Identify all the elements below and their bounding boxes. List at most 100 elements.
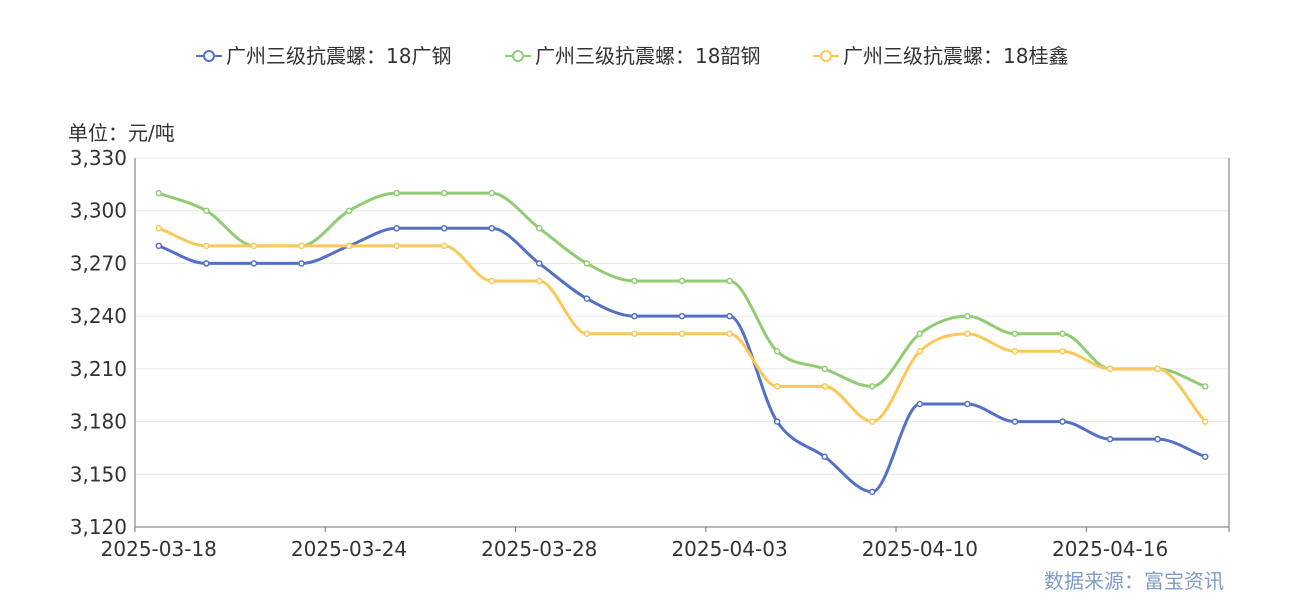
unit-label: 单位：元/吨	[68, 121, 175, 145]
data-point	[869, 418, 876, 425]
y-tick-label: 3,240	[70, 304, 127, 328]
data-point	[155, 242, 163, 250]
data-point	[298, 260, 305, 267]
x-tick-label: 2025-04-03	[671, 537, 787, 561]
data-point	[1011, 348, 1019, 355]
data-point	[678, 277, 686, 285]
data-point	[440, 189, 448, 197]
data-point	[821, 453, 828, 460]
series-line	[158, 191, 1206, 388]
data-point	[440, 242, 448, 250]
axes: 3,120 3,150 3,180 3,210 3,240 3,270 3,300 3,330…	[70, 146, 1230, 561]
y-tick-label: 3,210	[70, 357, 127, 381]
series-1	[155, 225, 1209, 496]
legend-item[interactable]: 广州三级抗震螺：18桂鑫	[813, 44, 1068, 68]
data-point	[203, 260, 210, 267]
x-tick-label: 2025-03-24	[291, 537, 407, 561]
data-point	[821, 365, 828, 373]
y-tick-label: 3,330	[70, 146, 127, 170]
data-point	[440, 225, 448, 232]
data-point	[488, 225, 495, 232]
y-tick-label: 3,150	[70, 462, 127, 486]
data-point	[773, 348, 781, 355]
x-tick-label: 2025-04-16	[1052, 537, 1168, 561]
data-point	[155, 189, 163, 197]
source-label: 数据来源：富宝资讯	[1044, 569, 1224, 593]
data-point	[536, 225, 543, 232]
data-point	[821, 383, 828, 390]
data-point	[916, 348, 924, 355]
y-tick-label: 3,300	[70, 199, 127, 223]
data-point	[250, 260, 258, 267]
series-line	[158, 226, 1207, 424]
series-layer	[155, 189, 1209, 496]
data-point	[583, 295, 591, 302]
data-point	[1011, 418, 1019, 425]
data-point	[1201, 418, 1209, 425]
data-point	[773, 418, 781, 425]
data-point	[869, 383, 876, 390]
data-point	[631, 277, 638, 285]
data-point	[631, 312, 638, 320]
series-2	[155, 189, 1209, 390]
data-point	[488, 277, 495, 285]
legend[interactable]: 广州三级抗震螺：18广钢 广州三级抗震螺：18韶钢 广州三级抗震螺：18桂鑫	[196, 44, 1068, 68]
data-point	[1106, 365, 1114, 373]
legend-label: 广州三级抗震螺：18桂鑫	[843, 44, 1068, 68]
data-point	[1201, 453, 1209, 460]
data-point	[1011, 330, 1019, 337]
data-point	[298, 242, 305, 250]
data-point	[916, 400, 924, 408]
data-point	[155, 225, 163, 232]
series-3	[155, 225, 1209, 425]
y-tick-label: 3,270	[70, 251, 127, 275]
data-point	[964, 400, 971, 408]
y-tick-label: 3,180	[70, 410, 127, 434]
legend-label: 广州三级抗震螺：18韶钢	[535, 44, 760, 68]
data-point	[726, 312, 733, 320]
data-point	[773, 383, 781, 390]
data-point	[869, 488, 876, 496]
data-point	[536, 260, 543, 267]
data-point	[393, 242, 400, 250]
x-tick-label: 2025-03-28	[481, 537, 597, 561]
data-point	[964, 330, 971, 337]
y-tick-label: 3,120	[70, 515, 127, 539]
data-point	[631, 330, 638, 337]
series-line	[158, 226, 1206, 494]
data-point	[726, 330, 733, 337]
legend-item[interactable]: 广州三级抗震螺：18韶钢	[505, 44, 760, 68]
data-point	[678, 330, 686, 337]
legend-item[interactable]: 广州三级抗震螺：18广钢	[196, 44, 451, 68]
data-point	[250, 242, 258, 250]
data-point	[345, 207, 353, 214]
data-point	[393, 225, 400, 232]
data-point	[678, 312, 686, 320]
legend-swatch-icon	[512, 50, 524, 62]
legend-swatch-icon	[203, 50, 215, 62]
data-point	[916, 330, 924, 337]
data-point	[1106, 435, 1114, 443]
data-point	[203, 207, 210, 214]
legend-label: 广州三级抗震螺：18广钢	[226, 44, 451, 68]
data-point	[1154, 435, 1161, 443]
data-point	[1059, 418, 1066, 425]
data-point	[345, 242, 353, 250]
data-point	[536, 277, 543, 285]
data-point	[583, 330, 591, 337]
data-point	[1059, 348, 1066, 355]
data-point	[488, 189, 495, 197]
data-point	[1154, 365, 1161, 373]
data-point	[203, 242, 210, 250]
legend-swatch-icon	[820, 50, 832, 62]
data-point	[1201, 383, 1209, 390]
x-tick-label: 2025-03-18	[101, 537, 217, 561]
data-point	[1059, 330, 1066, 337]
x-tick-label: 2025-04-10	[862, 537, 978, 561]
data-point	[964, 312, 971, 320]
data-point	[583, 260, 591, 267]
data-point	[726, 277, 733, 285]
data-point	[393, 189, 400, 197]
grid-lines	[135, 157, 1229, 475]
